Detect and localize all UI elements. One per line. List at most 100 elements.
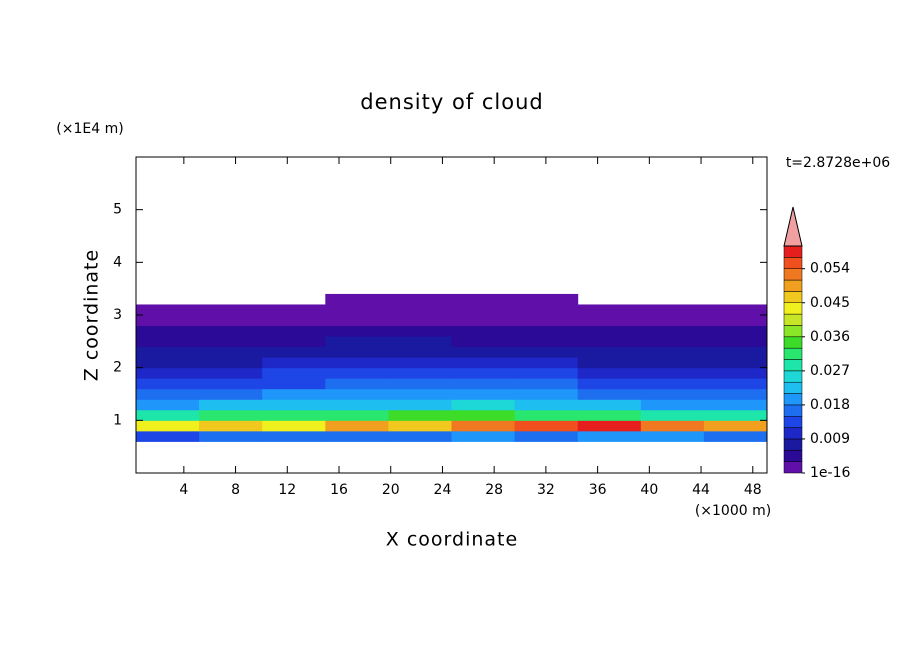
colorbar-swatch [783,381,803,394]
contour-cell [640,420,705,432]
contour-cell [136,357,200,369]
contour-cell [325,399,389,411]
contour-cell [577,304,642,316]
colorbar-label: 0.018 [810,397,850,413]
contour-cell [136,420,200,432]
contour-cell [199,430,263,442]
contour-cell [199,388,263,400]
colorbar-swatch [783,279,803,292]
colorbar-swatch [783,427,803,440]
contour-cell [262,346,326,358]
contour-cell [199,409,263,421]
contour-cell [262,420,326,432]
x-unit: (×1000 m) [695,503,771,519]
contour-cell [325,293,389,305]
contour-cell [199,304,263,316]
contour-cell [640,325,705,337]
contour-cell [577,357,642,369]
x-tick-label: 16 [330,482,348,498]
contour-cell [199,346,263,358]
contour-cell [262,367,326,379]
contour-cell [451,420,516,432]
contour-cell [514,378,579,390]
contour-cell [514,409,579,421]
contour-cell [640,378,705,390]
contour-cell [388,315,452,327]
contour-cell [325,430,389,442]
contour-cell [640,399,705,411]
contour-cell [514,346,579,358]
contour-cell [640,336,705,348]
x-tick-label: 8 [231,482,240,498]
contour-cell [640,367,705,379]
contour-cell [703,420,768,432]
colorbar-swatch [783,325,803,338]
contour-cell [703,346,768,358]
contour-cell [577,388,642,400]
contour-cell [262,315,326,327]
y-tick-label: 1 [113,412,122,428]
contour-cell [703,430,768,442]
contour-cell [577,409,642,421]
contour-cell [703,378,768,390]
colorbar-label: 1e-16 [810,465,850,481]
contour-cell [577,336,642,348]
contour-cell [262,409,326,421]
contour-cell [199,357,263,369]
contour-cell [703,357,768,369]
contour-cell [388,293,452,305]
colorbar-swatch [783,393,803,406]
contour-cell [199,367,263,379]
contour-cell [703,304,768,316]
contour-cell [388,388,452,400]
contour-cell [514,357,579,369]
contour-cell [325,378,389,390]
contour-cell [388,409,452,421]
contour-cell [388,346,452,358]
contour-cell [325,304,389,316]
contour-cell [136,430,200,442]
colorbar-swatch [783,461,803,474]
contour-cell [514,420,579,432]
contour-cell [577,346,642,358]
contour-cell [199,378,263,390]
contour-cell [388,325,452,337]
x-axis-label: X coordinate [386,529,518,551]
contour-cell [199,315,263,327]
colorbar-swatch [783,291,803,303]
contour-cell [640,315,705,327]
y-tick-label: 3 [113,307,122,323]
contour-cell [640,346,705,358]
x-tick-label: 20 [382,482,400,498]
contour-cell [451,388,516,400]
contour-cell [514,430,579,442]
contour-cell [388,378,452,390]
colorbar-swatch [783,404,803,417]
contour-cell [703,409,768,421]
contour-cell [136,409,200,421]
contour-cell [388,357,452,369]
contour-cell [451,378,516,390]
x-tick-label: 44 [692,482,710,498]
contour-cell [199,325,263,337]
colorbar-swatch [783,438,803,451]
contour-cell [325,409,389,421]
time-label: t=2.8728e+06 [786,155,890,171]
contour-cell [262,304,326,316]
colorbar-label: 0.036 [810,329,850,345]
x-tick-label: 4 [179,482,188,498]
contour-cell [262,378,326,390]
contour-cell [577,430,642,442]
colorbar-swatch [783,359,803,372]
contour-cell [388,367,452,379]
contour-cell [577,315,642,327]
contour-cell [325,357,389,369]
contour-cell [262,357,326,369]
contour-cell [136,378,200,390]
x-tick-label: 28 [485,482,503,498]
contour-cell [577,420,642,432]
contour-cell [388,420,452,432]
contour-cell [640,430,705,442]
